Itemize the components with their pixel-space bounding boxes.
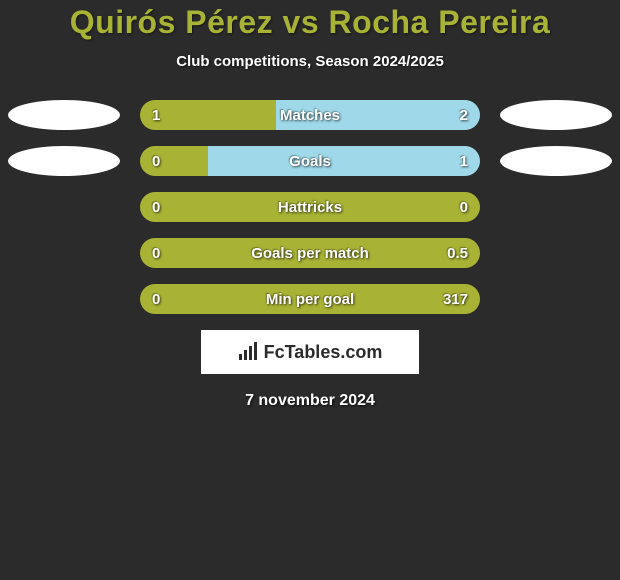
stat-right-value: 1 xyxy=(460,146,468,176)
spacer xyxy=(500,284,612,314)
page-title: Quirós Pérez vs Rocha Pereira xyxy=(0,4,620,41)
spacer xyxy=(500,238,612,268)
spacer xyxy=(500,192,612,222)
stat-right-value: 0 xyxy=(460,192,468,222)
page-subtitle: Club competitions, Season 2024/2025 xyxy=(0,53,620,70)
stat-bar: 0Hattricks0 xyxy=(140,192,480,222)
stat-bar: 0Min per goal317 xyxy=(140,284,480,314)
spacer xyxy=(8,238,120,268)
comparison-rows: 1Matches20Goals10Hattricks00Goals per ma… xyxy=(0,100,620,314)
logo-box: FcTables.com xyxy=(201,330,419,374)
stat-label: Min per goal xyxy=(140,284,480,314)
stat-bar: 1Matches2 xyxy=(140,100,480,130)
stat-row: 0Hattricks0 xyxy=(0,192,620,222)
stat-label: Matches xyxy=(140,100,480,130)
stat-right-value: 317 xyxy=(443,284,468,314)
stat-label: Goals per match xyxy=(140,238,480,268)
spacer xyxy=(8,192,120,222)
left-player-icon xyxy=(8,146,120,176)
stat-row: 0Goals per match0.5 xyxy=(0,238,620,268)
stat-row: 1Matches2 xyxy=(0,100,620,130)
container: Quirós Pérez vs Rocha Pereira Club compe… xyxy=(0,0,620,410)
right-player-icon xyxy=(500,146,612,176)
stat-bar: 0Goals per match0.5 xyxy=(140,238,480,268)
stat-bar: 0Goals1 xyxy=(140,146,480,176)
spacer xyxy=(8,284,120,314)
date-label: 7 november 2024 xyxy=(0,392,620,410)
stat-right-value: 2 xyxy=(460,100,468,130)
stat-row: 0Min per goal317 xyxy=(0,284,620,314)
left-player-icon xyxy=(8,100,120,130)
logo-text: FcTables.com xyxy=(264,342,383,363)
stat-label: Hattricks xyxy=(140,192,480,222)
stat-right-value: 0.5 xyxy=(447,238,468,268)
bars-icon xyxy=(238,342,258,362)
stat-label: Goals xyxy=(140,146,480,176)
right-player-icon xyxy=(500,100,612,130)
stat-row: 0Goals1 xyxy=(0,146,620,176)
